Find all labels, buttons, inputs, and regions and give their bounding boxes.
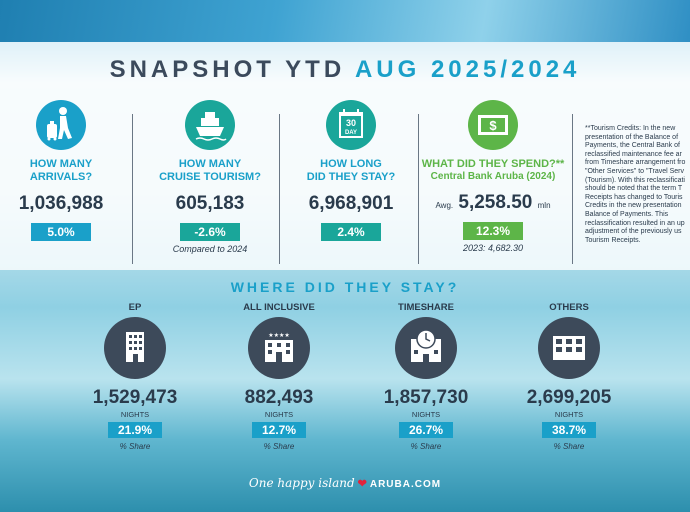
credits-line: Credits in the new presentation [585,202,682,210]
share-label: % Share [410,442,442,451]
stay-item-label: ALL INCLUSIVE [243,302,315,313]
stay-item-all-inclusive: ALL INCLUSIVE ★★★★ 882,493 NIGHTS 12.7% … [224,302,334,451]
spend-change-badge: 12.3% [463,222,523,240]
page-title: SNAPSHOT YTD AUG 2025/2024 [0,56,690,84]
arrivals-question: HOW MANY ARRIVALS? [0,158,122,184]
calendar-word: DAY [345,130,357,136]
traveler-luggage-icon [36,100,86,150]
share-label: % Share [553,442,585,451]
spend-note: 2023: 4,682.30 [462,243,524,253]
footer-tagline: One happy island [248,476,355,490]
calendar-30-day-icon: 30 DAY [326,100,376,150]
stay-item-value: 1,529,473 [92,387,178,408]
stay-item-value: 882,493 [244,387,314,408]
stay-section-title: WHERE DID THEY STAY? [230,279,460,295]
cruise-change-badge: -2.6% [180,223,240,241]
stay-stat: 30 DAY HOW LONG DID THEY STAY? 6,968,901… [286,100,416,241]
stay-item-label: EP [128,302,142,313]
hotel-building-icon [104,317,166,379]
nights-label: NIGHTS [554,410,584,419]
stay-share-badge: 12.7% [252,422,306,438]
calendar-number: 30 [346,118,356,128]
arrivals-change-badge: 5.0% [31,223,91,241]
svg-text:★★★★: ★★★★ [268,332,290,339]
divider [132,114,133,264]
divider [418,114,419,264]
spend-unit: mln [537,201,551,210]
stay-share-badge: 38.7% [542,422,596,438]
spend-currency: Awg. [435,201,454,210]
cruise-note: Compared to 2024 [172,244,248,254]
arrivals-value: 1,036,988 [18,193,104,214]
stay-item-value: 2,699,205 [526,387,612,408]
share-label: % Share [263,442,295,451]
four-star-hotel-icon: ★★★★ [248,317,310,379]
spend-value: 5,258.50 [458,192,533,213]
svg-text:$: $ [489,118,497,133]
divider [279,114,280,264]
credits-line: adjustment of the previously us [585,228,682,236]
credits-line: Tourism Receipts. [585,236,641,244]
nights-label: NIGHTS [120,410,150,419]
footer-brand: One happy island ❤ ARUBA.COM [0,476,690,490]
stay-item-timeshare: TIMESHARE 1,857,730 NIGHTS 26.7% % Share [371,302,481,451]
divider [572,114,573,264]
cruise-ship-icon [185,100,235,150]
stay-change-badge: 2.4% [321,223,381,241]
stay-share-badge: 26.7% [399,422,453,438]
title-main: SNAPSHOT YTD [109,56,355,83]
spend-stat: $ WHAT DID THEY SPEND?** Central Bank Ar… [418,100,568,253]
heart-icon: ❤ [357,478,367,490]
stay-item-others: OTHERS 2,699,205 NIGHTS 38.7% % Share [514,302,624,451]
sea-background-top [0,0,690,42]
nights-label: NIGHTS [264,410,294,419]
cruise-question: HOW MANY CRUISE TOURISM? [140,158,280,184]
credits-line: Balance of Payments. This [585,210,669,218]
cruise-value: 605,183 [175,193,245,214]
footer-brand-link[interactable]: ARUBA.COM [369,479,442,490]
credits-line: Receipts has changed to Touris [585,193,683,201]
cruise-question-line1: HOW MANY [178,158,242,170]
credits-line: reclassified maintenance fee ar [585,150,682,158]
spend-question: WHAT DID THEY SPEND?** [421,158,565,170]
spend-source: Central Bank Aruba (2024) [430,171,556,182]
stay-item-ep: EP 1,529,473 NIGHTS 21.9% % Share [80,302,190,451]
timeshare-clock-building-icon [395,317,457,379]
stay-question: HOW LONG DID THEY STAY? [286,158,416,184]
nights-label: NIGHTS [411,410,441,419]
stay-item-value: 1,857,730 [383,387,469,408]
spend-value-row: Awg. 5,258.50 mln [418,192,568,214]
credits-line: presentation of the Balance of [585,133,679,141]
credits-line: from Timeshare arrangement fro [585,159,686,167]
stay-question-line2: DID THEY STAY? [306,171,396,183]
stay-item-label: OTHERS [549,302,589,313]
stay-value: 6,968,901 [308,193,394,214]
arrivals-stat: HOW MANY ARRIVALS? 1,036,988 5.0% [0,100,122,241]
dollar-bill-icon: $ [468,100,518,150]
share-label: % Share [119,442,151,451]
stay-question-line1: HOW LONG [320,158,382,170]
tourism-credits-note: **Tourism Credits: In the new presentati… [585,125,690,245]
stay-item-label: TIMESHARE [398,302,454,313]
credits-line: **Tourism Credits: In the new [585,125,676,132]
credits-line: (Tourism). With this reclassificati [585,176,685,184]
credits-line: Payments, the Central Bank of [585,142,680,150]
stay-share-badge: 21.9% [108,422,162,438]
credits-line: "Other Services" to "Travel Serv [585,167,685,175]
cruise-question-line2: CRUISE TOURISM? [159,171,261,183]
credits-line: should be noted that the term T [585,185,683,193]
arrivals-question-line2: ARRIVALS? [29,171,93,183]
title-accent: AUG 2025/2024 [354,56,581,83]
cruise-stat: HOW MANY CRUISE TOURISM? 605,183 -2.6% C… [140,100,280,254]
credits-line: reclassification resulted in an up [585,219,685,227]
apartment-building-icon [538,317,600,379]
arrivals-question-line1: HOW MANY [29,158,93,170]
